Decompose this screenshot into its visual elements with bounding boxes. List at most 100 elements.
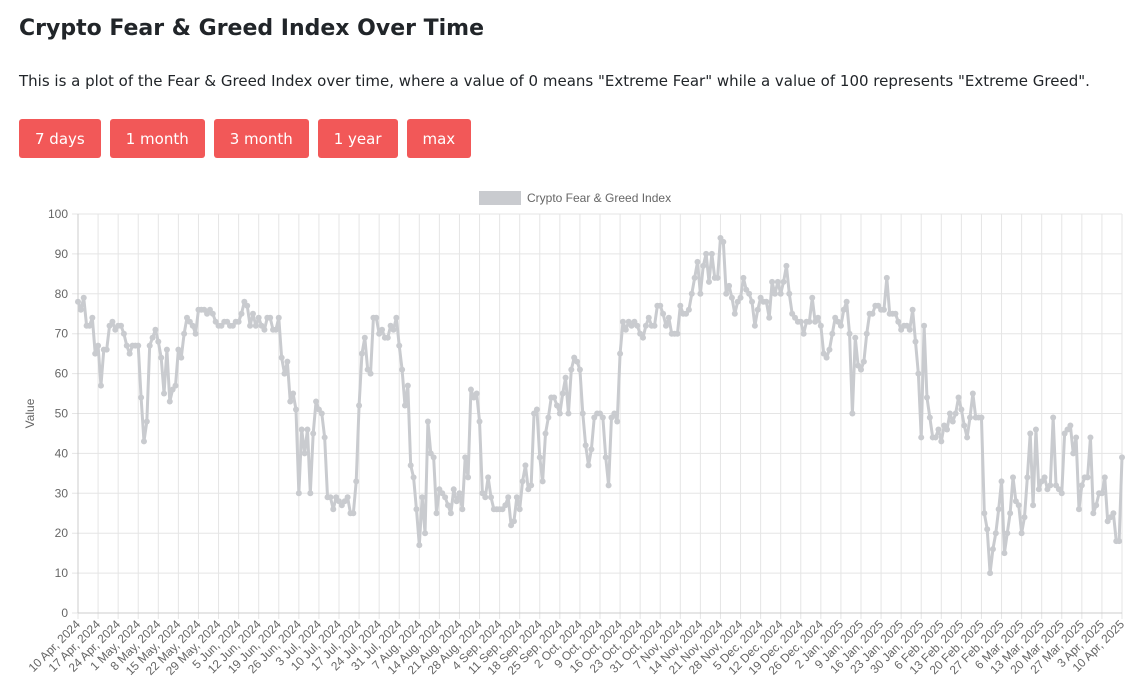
- data-point: [763, 298, 770, 305]
- data-point: [278, 354, 285, 361]
- data-point: [542, 430, 549, 437]
- data-point: [731, 310, 738, 317]
- data-point: [152, 326, 159, 333]
- data-point: [1021, 514, 1028, 521]
- data-point: [462, 454, 469, 461]
- data-point: [396, 342, 403, 349]
- range-button[interactable]: 7 days: [19, 119, 101, 158]
- data-point: [447, 510, 454, 517]
- data-point: [677, 302, 684, 309]
- data-point: [992, 530, 999, 537]
- data-point: [1116, 538, 1123, 545]
- data-point: [103, 346, 110, 353]
- data-point: [244, 302, 251, 309]
- data-point: [553, 402, 560, 409]
- data-point: [705, 278, 712, 285]
- data-point: [685, 306, 692, 313]
- data-point: [373, 314, 380, 321]
- data-point: [261, 326, 268, 333]
- data-point: [281, 370, 288, 377]
- data-point: [688, 290, 695, 297]
- data-point: [275, 314, 282, 321]
- data-point: [614, 418, 621, 425]
- data-point: [135, 342, 142, 349]
- data-point: [817, 322, 824, 329]
- data-point: [166, 398, 173, 405]
- data-point: [433, 510, 440, 517]
- data-point: [321, 434, 328, 441]
- data-point: [175, 346, 182, 353]
- data-point: [726, 282, 733, 289]
- data-point: [1090, 510, 1097, 517]
- range-button[interactable]: max: [406, 119, 472, 158]
- y-tick-label: 100: [48, 207, 68, 221]
- data-point: [869, 310, 876, 317]
- data-point: [949, 418, 956, 425]
- data-point: [192, 330, 199, 337]
- data-point: [576, 366, 583, 373]
- data-point: [585, 462, 592, 469]
- data-point: [416, 542, 423, 549]
- data-point: [307, 490, 314, 497]
- data-point: [476, 418, 483, 425]
- data-point: [952, 410, 959, 417]
- data-point: [1075, 506, 1082, 513]
- data-point: [473, 390, 480, 397]
- data-point: [97, 382, 104, 389]
- y-tick-label: 0: [61, 606, 68, 620]
- data-point: [849, 410, 856, 417]
- data-point: [559, 390, 566, 397]
- y-axis-title: Value: [23, 398, 37, 428]
- data-point: [488, 494, 495, 501]
- data-point: [118, 322, 125, 329]
- data-point: [424, 418, 431, 425]
- data-point: [786, 290, 793, 297]
- data-point: [442, 494, 449, 501]
- data-point: [562, 374, 569, 381]
- data-point: [926, 414, 933, 421]
- data-point: [249, 310, 256, 317]
- data-point: [806, 318, 813, 325]
- range-button[interactable]: 1 month: [109, 119, 205, 158]
- data-point: [588, 446, 595, 453]
- y-tick-label: 50: [55, 407, 69, 421]
- data-point: [163, 346, 170, 353]
- data-point: [751, 322, 758, 329]
- data-point: [513, 494, 520, 501]
- data-point: [456, 490, 463, 497]
- data-point: [178, 354, 185, 361]
- data-point: [407, 462, 414, 469]
- data-point: [737, 294, 744, 301]
- data-point: [769, 278, 776, 285]
- data-point: [662, 322, 669, 329]
- range-button[interactable]: 1 year: [317, 119, 398, 158]
- data-point: [235, 318, 242, 325]
- range-button[interactable]: 3 month: [213, 119, 309, 158]
- data-point: [330, 506, 337, 513]
- data-point: [1027, 430, 1034, 437]
- data-point: [840, 306, 847, 313]
- data-point: [181, 330, 188, 337]
- data-point: [77, 306, 84, 313]
- data-point: [674, 330, 681, 337]
- description: This is a plot of the Fear & Greed Index…: [19, 72, 1090, 90]
- data-point: [774, 278, 781, 285]
- data-point: [981, 510, 988, 517]
- data-point: [390, 326, 397, 333]
- data-point: [605, 482, 612, 489]
- data-point: [123, 342, 130, 349]
- data-point: [642, 322, 649, 329]
- y-tick-label: 80: [55, 287, 69, 301]
- data-point: [783, 262, 790, 269]
- data-point: [344, 494, 351, 501]
- data-point: [146, 342, 153, 349]
- data-point: [858, 366, 864, 373]
- data-point: [703, 250, 710, 257]
- data-point: [660, 310, 667, 317]
- data-point: [1087, 434, 1094, 441]
- data-point: [964, 434, 971, 441]
- data-point: [714, 274, 721, 281]
- data-point: [969, 390, 976, 397]
- data-point: [536, 454, 543, 461]
- data-point: [619, 318, 626, 325]
